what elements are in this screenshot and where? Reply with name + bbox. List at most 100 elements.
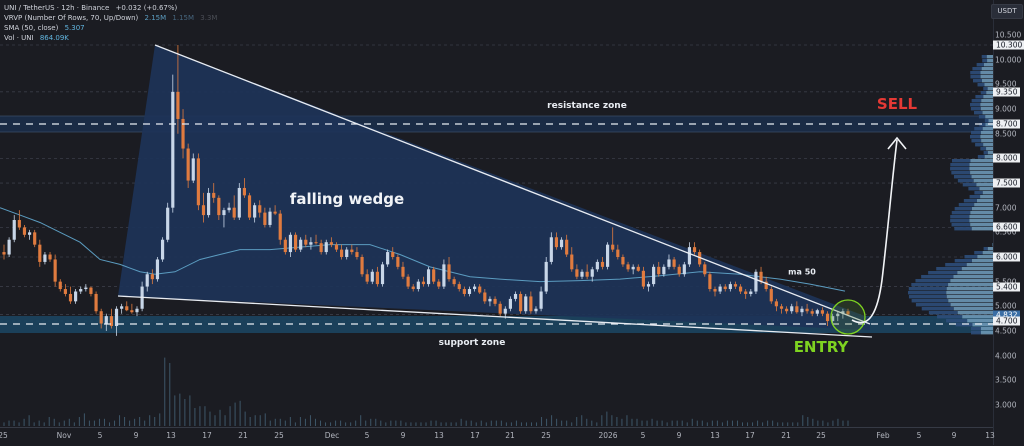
candle-body	[565, 240, 568, 255]
volume-bar	[164, 358, 165, 426]
volume-bar	[777, 422, 778, 426]
price-level-badge: 7.500	[993, 179, 1020, 188]
profile-bar-up	[983, 143, 993, 146]
candle-body	[258, 205, 261, 212]
profile-bar-down	[973, 79, 982, 82]
profile-bar-down	[950, 215, 969, 218]
volume-bar	[64, 421, 65, 426]
volume-bar	[511, 422, 512, 426]
price-tick: 4.000	[995, 351, 1016, 360]
symbol-row[interactable]: UNI / TetherUS · 12h · Binance +0.032 (+…	[4, 3, 217, 13]
time-tick: 9	[401, 431, 406, 440]
sma-row[interactable]: SMA (50, close) 5.307	[4, 23, 217, 33]
profile-bar-up	[980, 135, 993, 138]
sell-label: SELL	[877, 95, 917, 113]
candle-body	[54, 259, 57, 281]
profile-bar-down	[975, 143, 983, 146]
volume-bar	[702, 421, 703, 426]
profile-bar-down	[950, 219, 969, 222]
profile-bar-up	[958, 311, 993, 314]
candle-body	[719, 287, 722, 292]
candle-body	[744, 292, 747, 294]
profile-bar-down	[964, 255, 977, 258]
candle-body	[570, 255, 573, 270]
candle-body	[488, 299, 491, 301]
profile-bar-down	[952, 223, 971, 226]
volume-bar	[677, 421, 678, 426]
profile-bar-up	[962, 267, 993, 270]
candle-body	[478, 287, 481, 293]
time-tick: 5	[98, 431, 103, 440]
time-axis[interactable]	[0, 427, 993, 446]
candle-body	[212, 193, 215, 198]
candle-body	[672, 259, 675, 266]
candle-body	[2, 252, 5, 254]
candle-body	[407, 277, 410, 287]
time-tick: 9	[952, 431, 957, 440]
entry-circle[interactable]	[831, 300, 865, 334]
profile-bar-up	[983, 95, 993, 98]
currency-button[interactable]: USDT	[991, 4, 1023, 19]
volume-bar	[586, 419, 587, 426]
time-tick: 21	[238, 431, 248, 440]
profile-bar-down	[946, 319, 967, 322]
profile-bar-down	[968, 187, 979, 190]
sma-value: 5.307	[65, 24, 85, 32]
volume-bar	[426, 422, 427, 426]
volume-bar	[109, 422, 110, 426]
volume-bar	[405, 422, 406, 426]
volume-bar	[134, 419, 135, 426]
volume-bar	[290, 417, 291, 426]
profile-bar-up	[983, 111, 993, 114]
volume-row[interactable]: Vol · UNI 864.09K	[4, 33, 217, 43]
volume-bar	[526, 422, 527, 426]
candle-body	[13, 220, 16, 240]
volume-bar	[662, 421, 663, 426]
vrvp-row[interactable]: VRVP (Number Of Rows, 70, Up/Down) 2.15M…	[4, 13, 217, 23]
candle-body	[821, 310, 824, 313]
candle-body	[688, 247, 691, 264]
volume-bar	[601, 415, 602, 426]
candle-body	[805, 309, 808, 311]
time-tick: 5	[365, 431, 370, 440]
profile-bar-up	[972, 259, 993, 262]
volume-bar	[204, 406, 205, 426]
time-tick: 21	[505, 431, 515, 440]
volume-bar	[561, 421, 562, 426]
candle-body	[770, 289, 773, 301]
volume-bar	[360, 415, 361, 426]
profile-bar-down	[970, 75, 980, 78]
volume-bar	[616, 417, 617, 426]
profile-bar-up	[984, 63, 993, 66]
volume-bar	[390, 421, 391, 426]
volume-bar	[611, 415, 612, 426]
volume-bar	[767, 421, 768, 426]
volume-bar	[591, 421, 592, 426]
profile-bar-down	[958, 179, 974, 182]
profile-bar-up	[970, 171, 993, 174]
volume-bar	[415, 422, 416, 426]
candle-body	[207, 193, 210, 215]
volume-bar	[365, 421, 366, 426]
volume-bar	[79, 417, 80, 426]
projection-arrow-path[interactable]	[852, 140, 897, 323]
volume-bar	[29, 415, 30, 426]
profile-bar-down	[978, 155, 985, 158]
volume-bar	[461, 419, 462, 426]
profile-bar-up	[953, 275, 993, 278]
volume-bar	[782, 422, 783, 426]
volume-bar	[707, 422, 708, 426]
profile-bar-up	[986, 147, 993, 150]
candle-body	[509, 299, 512, 309]
candle-body	[759, 272, 762, 282]
candle-body	[299, 240, 302, 250]
volume-bar	[245, 412, 246, 426]
volume-bar	[722, 422, 723, 426]
time-tick: 13	[166, 431, 176, 440]
price-change: +0.032 (+0.67%)	[116, 4, 178, 12]
profile-bar-down	[972, 99, 982, 102]
volume-bar	[757, 421, 758, 426]
candle-body	[340, 250, 343, 257]
candle-body	[499, 304, 502, 314]
